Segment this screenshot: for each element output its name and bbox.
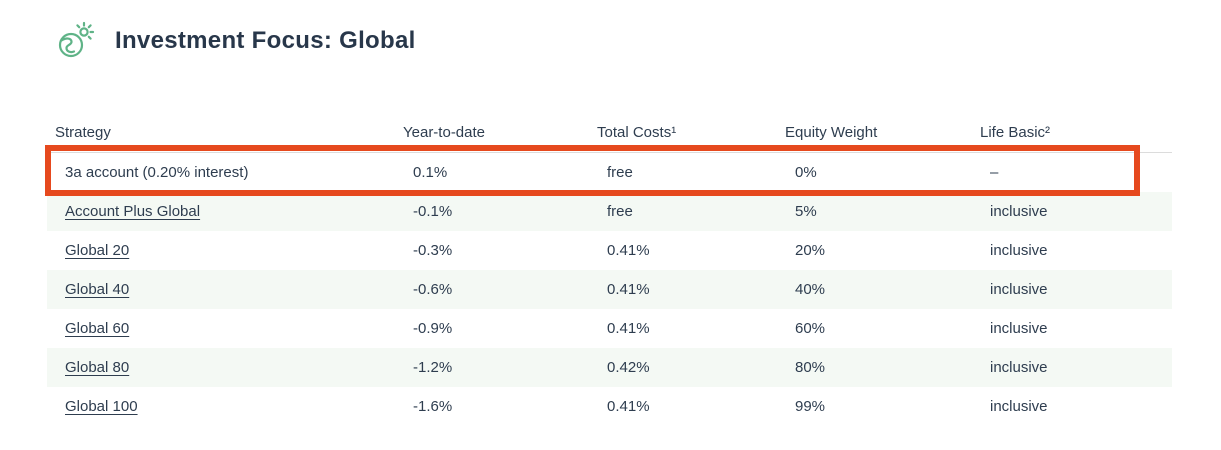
cell-life-basic: inclusive bbox=[990, 358, 1048, 376]
strategy-link[interactable]: Global 40 bbox=[65, 280, 130, 298]
cell-equity-weight: 5% bbox=[795, 202, 817, 220]
cell-year-to-date: -0.9% bbox=[413, 319, 453, 337]
globe-sparkle-icon bbox=[55, 20, 95, 62]
column-header-equity-weight: Equity Weight bbox=[777, 118, 972, 153]
column-header-year-to-date: Year-to-date bbox=[395, 118, 589, 153]
page-title: Investment Focus: Global bbox=[115, 27, 416, 54]
cell-year-to-date: -1.6% bbox=[413, 397, 453, 415]
cell-strategy: Global 80 bbox=[47, 348, 395, 387]
cell-total-costs: 0.41% bbox=[607, 397, 650, 415]
table-row: Global 20 -0.3% 0.41% 20% inclusive bbox=[47, 231, 1172, 270]
cell-strategy: Global 100 bbox=[47, 387, 395, 426]
cell-life-basic: inclusive bbox=[990, 280, 1048, 298]
cell-strategy: Global 60 bbox=[47, 309, 395, 348]
column-header-strategy: Strategy bbox=[47, 118, 395, 153]
table-row: Global 80 -1.2% 0.42% 80% inclusive bbox=[47, 347, 1172, 387]
cell-strategy: 3a account (0.20% interest) bbox=[65, 163, 249, 181]
table-body: 3a account (0.20% interest) 0.1% free 0% – Ac… bbox=[47, 153, 1172, 426]
cell-total-costs: 0.42% bbox=[607, 358, 650, 376]
table-row: Global 40 -0.6% 0.41% 40% inclusive bbox=[47, 269, 1172, 309]
page-header: Investment Focus: Global bbox=[55, 20, 416, 62]
cell-equity-weight: 20% bbox=[795, 241, 826, 259]
cell-year-to-date: -0.6% bbox=[413, 280, 453, 298]
cell-life-basic: inclusive bbox=[990, 319, 1048, 337]
cell-year-to-date: -1.2% bbox=[413, 358, 453, 376]
table-row: Global 60 -0.9% 0.41% 60% inclusive bbox=[47, 309, 1172, 348]
strategy-link[interactable]: Global 60 bbox=[65, 319, 130, 337]
cell-equity-weight: 40% bbox=[795, 280, 826, 298]
cell-year-to-date: -0.1% bbox=[413, 202, 453, 220]
cell-equity-weight: 0% bbox=[795, 163, 817, 181]
strategy-link[interactable]: Global 80 bbox=[65, 358, 130, 376]
cell-equity-weight: 60% bbox=[795, 319, 826, 337]
cell-strategy: Global 20 bbox=[47, 231, 395, 270]
table-row-highlighted: 3a account (0.20% interest) 0.1% free 0% – bbox=[47, 153, 1172, 192]
table-row: Account Plus Global -0.1% free 5% inclusive bbox=[47, 191, 1172, 231]
strategy-link[interactable]: Global 100 bbox=[65, 397, 138, 415]
strategy-link[interactable]: Global 20 bbox=[65, 241, 130, 259]
strategy-link[interactable]: Account Plus Global bbox=[65, 202, 201, 220]
cell-strategy: Account Plus Global bbox=[47, 192, 395, 231]
cell-strategy: Global 40 bbox=[47, 270, 395, 309]
cell-life-basic: inclusive bbox=[990, 241, 1048, 259]
cell-equity-weight: 80% bbox=[795, 358, 826, 376]
cell-total-costs: 0.41% bbox=[607, 319, 650, 337]
cell-total-costs: free bbox=[607, 202, 633, 220]
cell-year-to-date: -0.3% bbox=[413, 241, 453, 259]
column-header-total-costs: Total Costs¹ bbox=[589, 118, 777, 153]
cell-total-costs: 0.41% bbox=[607, 241, 650, 259]
cell-year-to-date: 0.1% bbox=[413, 163, 448, 181]
table-row: Global 100 -1.6% 0.41% 99% inclusive bbox=[47, 387, 1172, 426]
table-header: Strategy Year-to-date Total Costs¹ Equit… bbox=[47, 118, 1172, 153]
cell-life-basic: inclusive bbox=[990, 202, 1048, 220]
cell-life-basic: – bbox=[990, 163, 999, 181]
cell-life-basic: inclusive bbox=[990, 397, 1048, 415]
cell-total-costs: 0.41% bbox=[607, 280, 650, 298]
cell-total-costs: free bbox=[607, 163, 633, 181]
cell-equity-weight: 99% bbox=[795, 397, 826, 415]
column-header-life-basic: Life Basic² bbox=[972, 118, 1172, 153]
strategy-table: Strategy Year-to-date Total Costs¹ Equit… bbox=[47, 118, 1172, 426]
